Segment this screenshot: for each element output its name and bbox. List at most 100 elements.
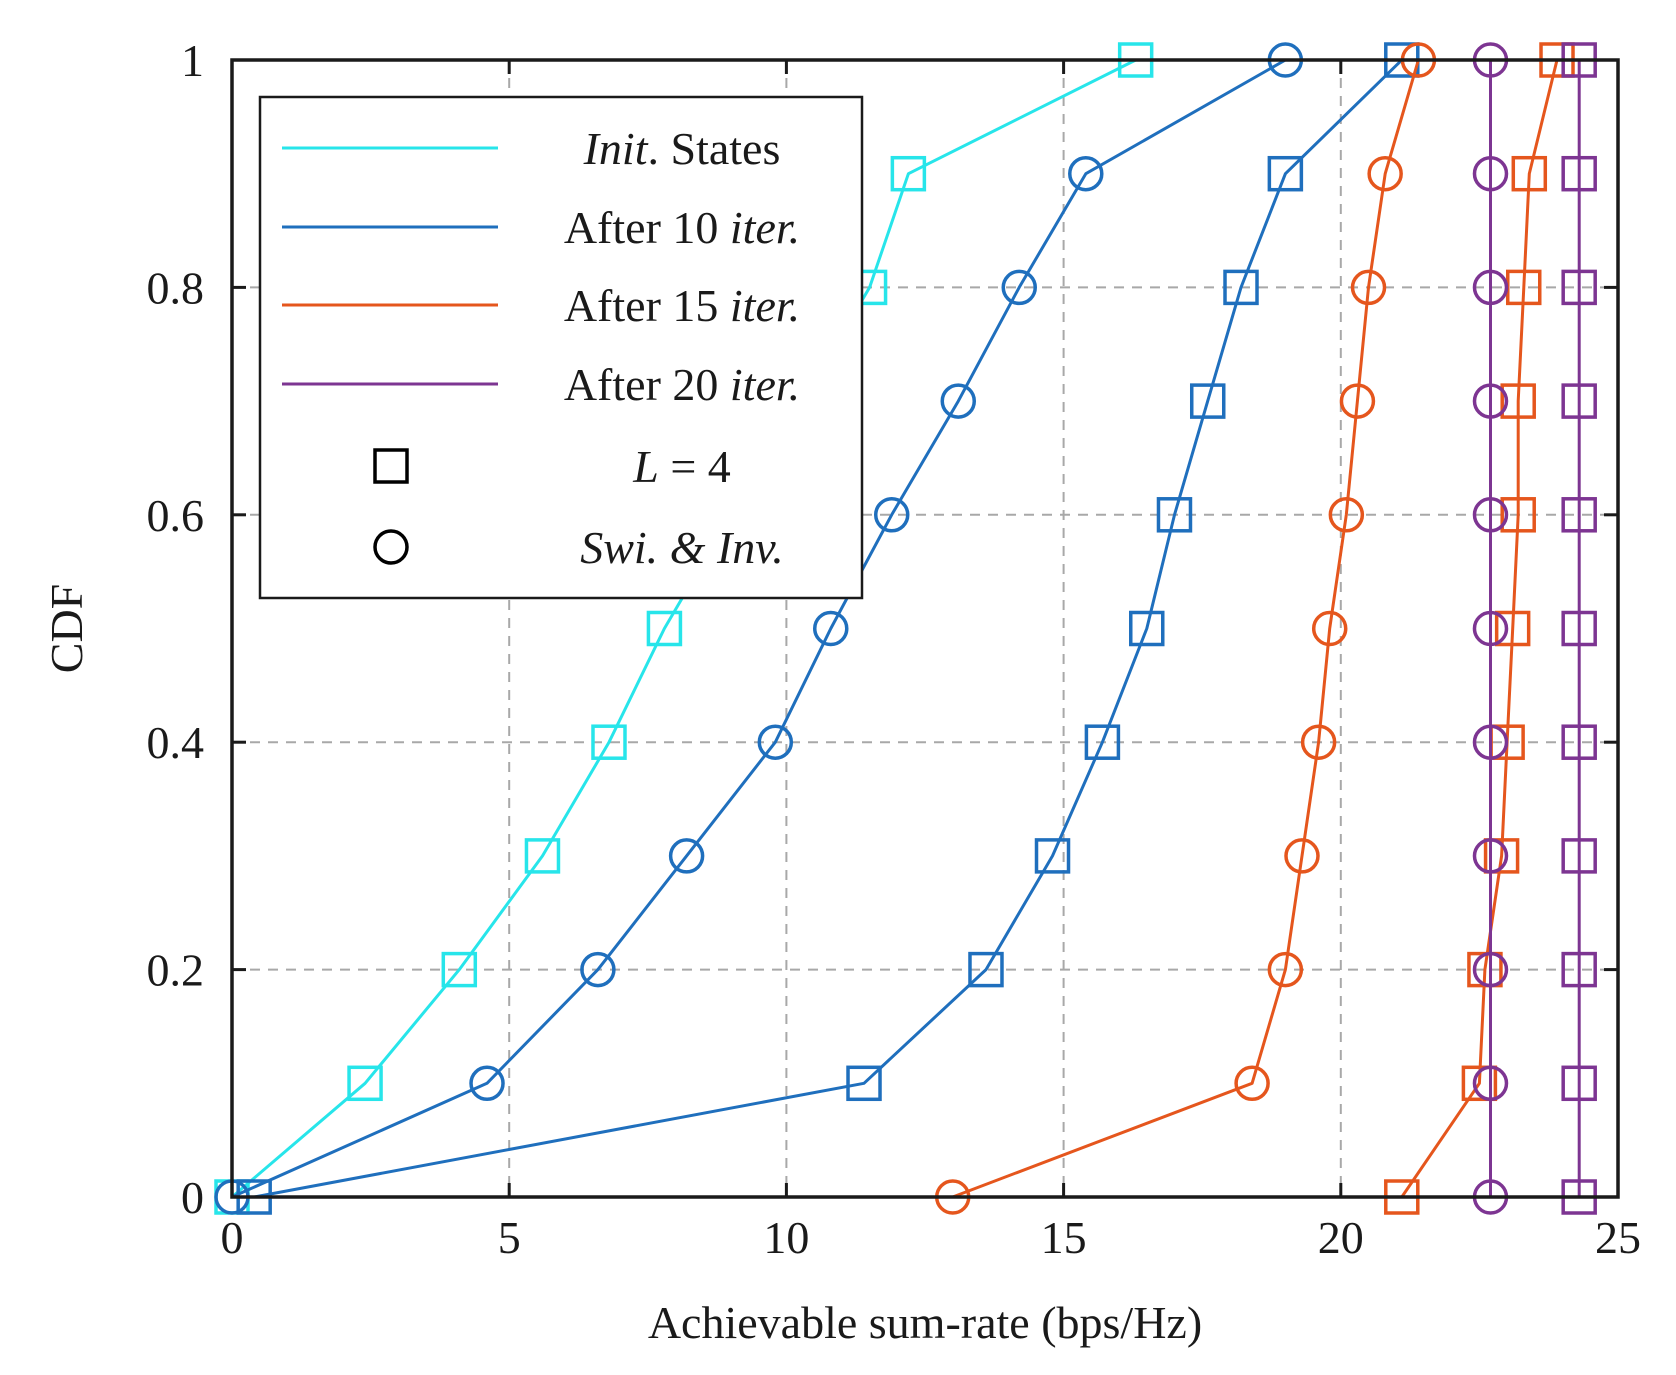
marker-square-2-9 (1267, 155, 1304, 192)
legend-entry-4: L = 4 (373, 441, 731, 492)
x-axis-label: Achievable sum-rate (bps/Hz) (648, 1297, 1202, 1348)
marker-circle-3-6 (1328, 497, 1365, 533)
y-tick-label-2: 0.4 (147, 717, 205, 768)
marker-circle-3-1 (1234, 1065, 1270, 1102)
marker-circle-1-4 (757, 724, 794, 760)
legend-label-1: After 10 iter. (564, 202, 800, 253)
marker-square-4-9 (1511, 155, 1548, 192)
marker-square-6-6 (1561, 497, 1597, 533)
series-line-1 (231, 58, 1287, 1199)
legend-circle-icon (373, 529, 409, 565)
legend-entry-5: Swi. & Inv. (373, 522, 784, 573)
marker-square-6-8 (1561, 269, 1597, 306)
series-line-3 (952, 59, 1420, 1199)
marker-square-2-2 (968, 951, 1004, 988)
legend-entry-3: After 20 iter. (282, 359, 800, 410)
x-tick-label-2: 10 (763, 1212, 809, 1263)
marker-circle-5-7 (1472, 383, 1509, 419)
marker-square-4-7 (1500, 383, 1536, 419)
series-6 (1561, 42, 1597, 1215)
marker-circle-1-1 (469, 1065, 505, 1102)
marker-square-2-4 (1084, 724, 1121, 760)
marker-circle-3-3 (1284, 838, 1320, 874)
marker-square-4-5 (1494, 610, 1531, 647)
legend-box (258, 95, 864, 600)
marker-square-6-5 (1561, 610, 1597, 647)
marker-circle-5-5 (1472, 610, 1509, 647)
y-tick-label-5: 1 (181, 35, 204, 86)
legend-label-5: Swi. & Inv. (580, 522, 784, 573)
marker-circle-1-7 (940, 383, 977, 419)
x-tick-label-5: 25 (1595, 1212, 1641, 1263)
marker-square-4-3 (1483, 838, 1520, 874)
marker-square-6-9 (1561, 155, 1597, 192)
series-5 (1472, 42, 1509, 1215)
marker-square-4-1 (1461, 1065, 1498, 1102)
marker-circle-5-2 (1472, 951, 1509, 988)
marker-circle-3-9 (1367, 155, 1403, 192)
legend-label-2: After 15 iter. (564, 280, 800, 331)
marker-circle-5-8 (1472, 269, 1509, 306)
marker-circle-1-8 (1001, 269, 1037, 306)
y-tick-label-4: 0.8 (147, 262, 205, 313)
series-3 (934, 42, 1437, 1215)
legend-label-0: Init. States (583, 123, 781, 174)
marker-square-2-1 (846, 1065, 882, 1102)
marker-square-2-8 (1223, 269, 1259, 306)
x-tick-label-1: 5 (498, 1212, 521, 1263)
marker-square-0-4 (591, 724, 627, 760)
marker-circle-5-4 (1472, 724, 1509, 760)
series-line-2 (253, 58, 1403, 1199)
series-line-0 (231, 58, 1137, 1199)
marker-square-2-7 (1189, 383, 1226, 419)
series-2 (236, 42, 1420, 1215)
marker-circle-5-3 (1472, 838, 1509, 874)
marker-square-0-1 (347, 1065, 383, 1102)
series-line-4 (1400, 59, 1559, 1198)
y-axis-label: CDF (41, 584, 92, 673)
marker-square-2-6 (1156, 497, 1193, 533)
marker-circle-1-9 (1068, 155, 1104, 192)
marker-square-0-2 (441, 951, 478, 988)
marker-square-6-7 (1561, 383, 1597, 419)
marker-square-0-9 (890, 155, 927, 192)
marker-circle-5-6 (1472, 497, 1509, 533)
axes (230, 58, 1620, 1199)
marker-square-6-4 (1561, 724, 1597, 760)
marker-square-6-1 (1561, 1065, 1597, 1102)
marker-circle-5-1 (1472, 1065, 1509, 1102)
y-tick-label-0: 0 (181, 1172, 204, 1223)
legend-square-icon (373, 448, 409, 484)
x-tick-label-3: 15 (1041, 1212, 1087, 1263)
marker-square-4-6 (1500, 497, 1536, 533)
marker-circle-3-5 (1311, 610, 1348, 647)
series-layer (214, 42, 1597, 1215)
marker-circle-1-2 (580, 951, 616, 988)
marker-square-2-3 (1034, 838, 1071, 874)
marker-circle-1-5 (813, 610, 849, 647)
legend-entry-2: After 15 iter. (282, 280, 800, 331)
marker-circle-5-9 (1472, 155, 1509, 192)
x-tick-label-0: 0 (221, 1212, 244, 1263)
marker-square-6-2 (1561, 951, 1597, 988)
tick-labels: 0 5 10 15 20 25 0 0.2 0.4 0.6 0.8 1 (147, 35, 1642, 1263)
legend-label-4: L = 4 (632, 441, 731, 492)
y-tick-label-1: 0.2 (147, 945, 205, 996)
x-tick-label-4: 20 (1318, 1212, 1364, 1263)
marker-circle-3-8 (1350, 269, 1387, 306)
legend: Init. States After 10 iter. After 15 iter.… (258, 95, 864, 600)
marker-square-6-3 (1561, 838, 1597, 874)
y-tick-label-3: 0.6 (147, 490, 205, 541)
legend-entry-1: After 10 iter. (282, 202, 800, 253)
marker-square-0-3 (524, 838, 561, 874)
marker-circle-1-6 (873, 497, 910, 533)
marker-circle-1-3 (668, 838, 705, 874)
legend-entry-0: Init. States (282, 123, 780, 174)
plot-frame (230, 58, 1620, 1199)
legend-label-3: After 20 iter. (564, 359, 800, 410)
marker-square-2-5 (1129, 610, 1165, 647)
series-4 (1384, 42, 1575, 1215)
marker-circle-3-4 (1300, 724, 1337, 760)
series-1 (214, 42, 1304, 1215)
